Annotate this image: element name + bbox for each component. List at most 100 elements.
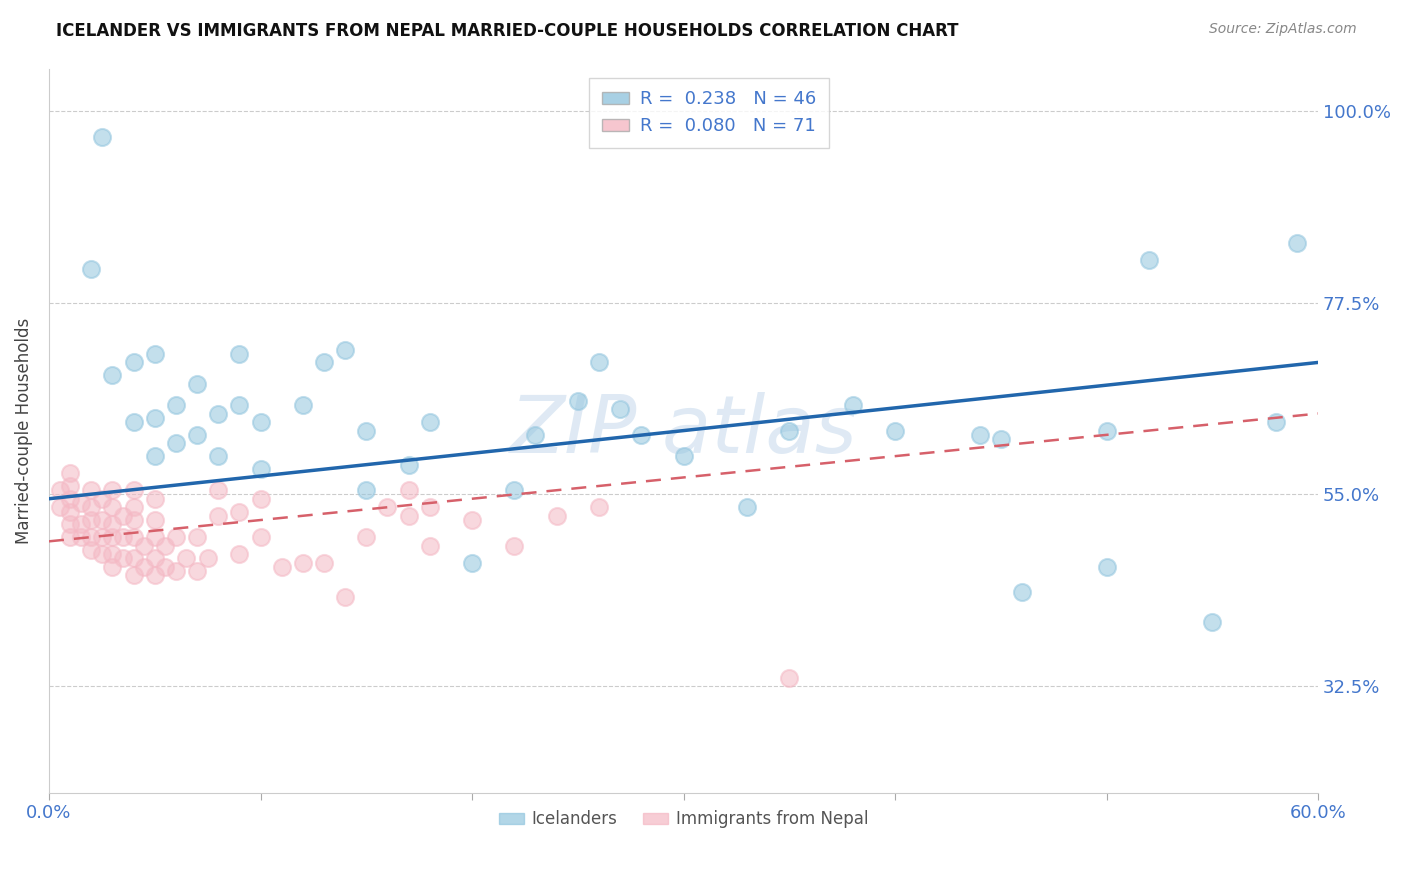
- Point: [48, 500, 70, 515]
- Point: [207, 483, 229, 498]
- Point: [59, 479, 82, 493]
- Point: [143, 530, 166, 544]
- Point: [356, 483, 378, 498]
- Point: [122, 415, 145, 429]
- Point: [291, 556, 314, 570]
- Point: [524, 427, 547, 442]
- Legend: Icelanders, Immigrants from Nepal: Icelanders, Immigrants from Nepal: [492, 804, 876, 835]
- Point: [176, 551, 198, 566]
- Point: [90, 491, 112, 506]
- Point: [90, 530, 112, 544]
- Point: [884, 424, 907, 438]
- Point: [1095, 560, 1118, 574]
- Point: [80, 500, 103, 515]
- Point: [419, 415, 441, 429]
- Point: [101, 483, 124, 498]
- Point: [165, 436, 187, 450]
- Point: [111, 508, 134, 523]
- Point: [186, 564, 208, 578]
- Point: [207, 407, 229, 421]
- Point: [249, 491, 271, 506]
- Point: [101, 500, 124, 515]
- Point: [59, 517, 82, 532]
- Point: [90, 547, 112, 561]
- Point: [609, 402, 631, 417]
- Point: [333, 343, 356, 357]
- Point: [249, 462, 271, 476]
- Point: [134, 560, 156, 574]
- Point: [291, 398, 314, 412]
- Point: [228, 547, 250, 561]
- Point: [122, 483, 145, 498]
- Point: [1095, 424, 1118, 438]
- Point: [419, 500, 441, 515]
- Point: [90, 129, 112, 144]
- Point: [101, 368, 124, 383]
- Point: [990, 432, 1012, 446]
- Point: [503, 483, 526, 498]
- Point: [588, 355, 610, 369]
- Point: [122, 355, 145, 369]
- Point: [546, 508, 568, 523]
- Point: [143, 551, 166, 566]
- Point: [419, 539, 441, 553]
- Point: [165, 398, 187, 412]
- Point: [122, 530, 145, 544]
- Point: [1264, 415, 1286, 429]
- Point: [80, 483, 103, 498]
- Point: [59, 466, 82, 480]
- Point: [186, 376, 208, 391]
- Point: [143, 568, 166, 582]
- Point: [461, 513, 484, 527]
- Point: [567, 393, 589, 408]
- Point: [398, 508, 420, 523]
- Point: [143, 449, 166, 463]
- Point: [101, 530, 124, 544]
- Point: [165, 564, 187, 578]
- Point: [312, 556, 335, 570]
- Point: [80, 542, 103, 557]
- Point: [672, 449, 695, 463]
- Point: [186, 427, 208, 442]
- Point: [249, 415, 271, 429]
- Point: [207, 449, 229, 463]
- Point: [59, 530, 82, 544]
- Point: [155, 539, 177, 553]
- Point: [165, 530, 187, 544]
- Point: [333, 590, 356, 604]
- Point: [143, 347, 166, 361]
- Point: [143, 513, 166, 527]
- Point: [461, 556, 484, 570]
- Point: [101, 560, 124, 574]
- Point: [143, 410, 166, 425]
- Point: [101, 547, 124, 561]
- Text: ICELANDER VS IMMIGRANTS FROM NEPAL MARRIED-COUPLE HOUSEHOLDS CORRELATION CHART: ICELANDER VS IMMIGRANTS FROM NEPAL MARRI…: [56, 22, 959, 40]
- Point: [122, 568, 145, 582]
- Point: [48, 483, 70, 498]
- Point: [356, 424, 378, 438]
- Point: [249, 530, 271, 544]
- Point: [111, 551, 134, 566]
- Point: [59, 504, 82, 518]
- Point: [377, 500, 399, 515]
- Point: [122, 513, 145, 527]
- Point: [143, 491, 166, 506]
- Point: [80, 261, 103, 276]
- Point: [59, 491, 82, 506]
- Point: [735, 500, 758, 515]
- Point: [69, 496, 91, 510]
- Point: [122, 551, 145, 566]
- Point: [778, 424, 800, 438]
- Point: [356, 530, 378, 544]
- Point: [1011, 585, 1033, 599]
- Point: [111, 530, 134, 544]
- Point: [842, 398, 865, 412]
- Point: [1137, 253, 1160, 268]
- Point: [588, 500, 610, 515]
- Point: [503, 539, 526, 553]
- Text: Source: ZipAtlas.com: Source: ZipAtlas.com: [1209, 22, 1357, 37]
- Point: [134, 539, 156, 553]
- Point: [155, 560, 177, 574]
- Point: [398, 483, 420, 498]
- Point: [80, 513, 103, 527]
